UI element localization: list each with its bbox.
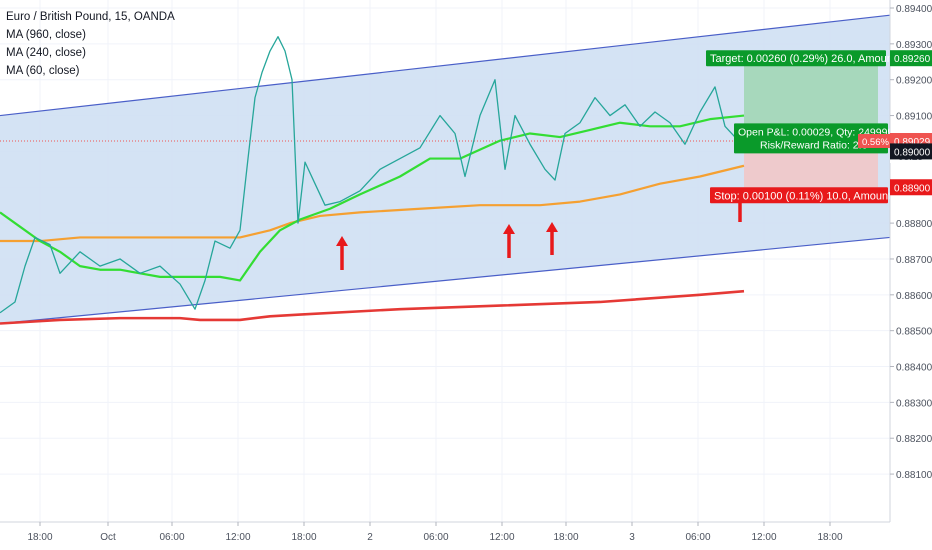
target-label-text: Target: 0.00260 (0.29%) 26.0, Amount:	[710, 53, 899, 65]
current-pct-text: 0.56%	[862, 137, 889, 148]
x-tick-label: 18:00	[553, 532, 578, 543]
x-tick-label: 18:00	[291, 532, 316, 543]
y-axis-bg	[890, 0, 932, 550]
up-arrow-head	[503, 224, 515, 234]
x-axis-bg	[0, 522, 932, 550]
x-tick-label: 3	[629, 532, 635, 543]
legend-ma-960[interactable]: MA (960, close)	[6, 29, 86, 41]
target-label: Target: 0.00260 (0.29%) 26.0, Amount:	[706, 50, 899, 67]
stop-price-tag-bg	[890, 179, 932, 196]
channel-fill	[0, 15, 890, 324]
stop-label: Stop: 0.00100 (0.11%) 10.0, Amount:	[710, 187, 894, 204]
y-tick-label: 0.88600	[896, 291, 932, 302]
up-arrow-head	[546, 222, 558, 232]
x-tick-label: Oct	[100, 532, 116, 543]
legend-ma-240[interactable]: MA (240, close)	[6, 47, 86, 59]
x-tick-label: 12:00	[751, 532, 776, 543]
x-tick-label: 12:00	[489, 532, 514, 543]
pnl-box: Open P&L: 0.00029, Qty: 249999Risk/Rewar…	[734, 123, 893, 154]
x-tick-label: 18:00	[817, 532, 842, 543]
target-price-tag-bg	[890, 50, 932, 67]
stop-price-tag-text: 0.88900	[894, 183, 931, 194]
y-tick-label: 0.88300	[896, 398, 932, 409]
y-tick-label: 0.88200	[896, 434, 932, 445]
y-tick-label: 0.88700	[896, 255, 932, 266]
stop-label-bg	[710, 187, 888, 204]
current-price-tag-text: 0.89029	[894, 137, 931, 148]
chart-legend: Euro / British Pound, 15, OANDA MA (960,…	[6, 8, 175, 80]
y-tick-label: 0.88800	[896, 219, 932, 230]
target-price-tag: 0.89260	[890, 50, 932, 67]
channel-upper-line	[0, 14, 891, 117]
x-tick-label: 06:00	[159, 532, 184, 543]
y-tick-label: 0.89100	[896, 112, 932, 123]
x-tick-label: 2	[367, 532, 373, 543]
y-tick-label: 0.88400	[896, 363, 932, 374]
ma-line	[0, 289, 745, 325]
position-labels: Target: 0.00260 (0.29%) 26.0, Amount: Sto…	[706, 50, 899, 204]
y-tick-label: 0.88100	[896, 470, 932, 481]
x-tick-label: 06:00	[423, 532, 448, 543]
rr-text: Risk/Reward Ratio: 2.6	[760, 139, 868, 151]
y-axis[interactable]: 0.89400 0.89300 0.89200 0.89100 0.89000 0.889…	[858, 0, 932, 550]
y-tick-label: 0.89200	[896, 76, 932, 87]
legend-ma-60[interactable]: MA (60, close)	[6, 65, 80, 77]
current-pct-bg	[858, 134, 890, 149]
up-arrow-head	[336, 236, 348, 246]
price-line	[0, 36, 745, 314]
entry-price-tag-bg	[890, 143, 932, 160]
stop-price-tag: 0.88900	[890, 179, 932, 196]
x-tick-label: 18:00	[27, 532, 52, 543]
ma-line	[0, 164, 745, 243]
y-tick-label: 0.89300	[896, 40, 932, 51]
ma-line	[0, 114, 745, 282]
symbol-title[interactable]: Euro / British Pound, 15, OANDA	[6, 11, 175, 23]
target-price-tag-text: 0.89260	[894, 54, 931, 65]
entry-price-tag-text: 0.89000	[894, 147, 931, 158]
parallel-channel[interactable]	[0, 14, 891, 325]
stop-label-text: Stop: 0.00100 (0.11%) 10.0, Amount:	[714, 190, 894, 202]
y-tick-label: 0.88500	[896, 327, 932, 338]
entry-price-tag: 0.89000	[890, 143, 932, 160]
x-tick-label: 06:00	[685, 532, 710, 543]
series-group	[0, 36, 745, 325]
channel-lower-line	[0, 236, 891, 325]
x-axis[interactable]: 18:00 Oct 06:00 12:00 18:00 2 06:00 12:00 18:00 3…	[0, 521, 932, 550]
pnl-box-bg	[734, 123, 888, 154]
y-tick-label: 0.89400	[896, 4, 932, 15]
loss-zone	[744, 151, 878, 188]
target-label-bg	[706, 50, 886, 67]
pnl-text: Open P&L: 0.00029, Qty: 249999	[738, 126, 893, 138]
x-tick-label: 12:00	[225, 532, 250, 543]
